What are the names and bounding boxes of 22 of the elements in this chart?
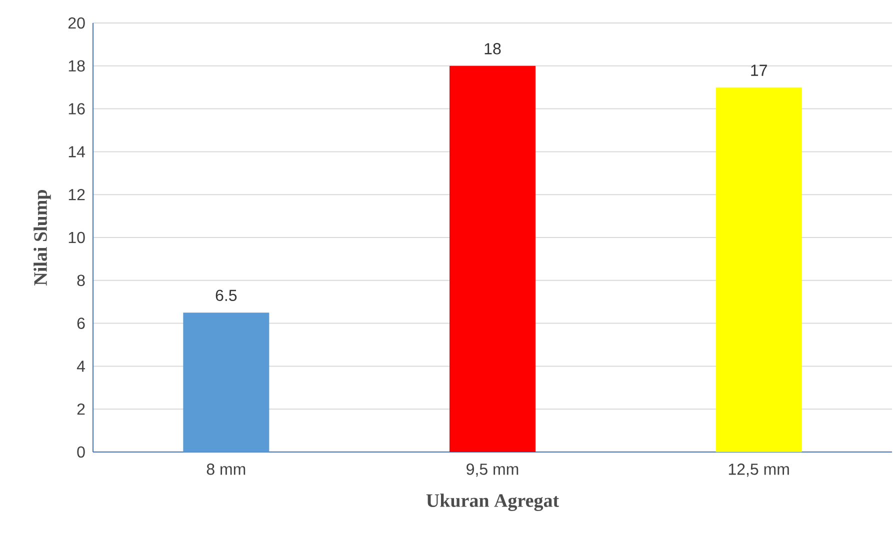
y-tick-label: 16 <box>68 103 85 114</box>
y-tick-label: 20 <box>68 17 85 29</box>
x-axis-title: Ukuran Agregat <box>426 494 560 511</box>
bar <box>183 312 270 452</box>
x-tick-label: 8 mm <box>206 464 246 475</box>
y-tick-label: 14 <box>68 146 85 158</box>
y-tick-label: 12 <box>68 189 85 200</box>
y-tick-label: 10 <box>68 232 85 244</box>
y-tick-label: 2 <box>77 404 85 415</box>
y-tick-label: 0 <box>77 446 85 458</box>
y-tick-label: 8 <box>77 274 85 286</box>
y-tick-label: 18 <box>68 60 85 72</box>
y-tick-label: 6 <box>77 318 85 329</box>
y-tick-label: 4 <box>76 360 85 372</box>
data-label: 18 <box>484 43 501 54</box>
data-label: 17 <box>751 64 767 76</box>
x-tick-label: 9,5 mm <box>466 464 518 477</box>
bar <box>450 66 536 452</box>
x-tick-label: 12,5 mm <box>728 464 789 477</box>
y-axis-title: Nilai Slump <box>34 190 51 286</box>
data-label: 6.5 <box>216 290 237 302</box>
bar <box>716 87 802 452</box>
